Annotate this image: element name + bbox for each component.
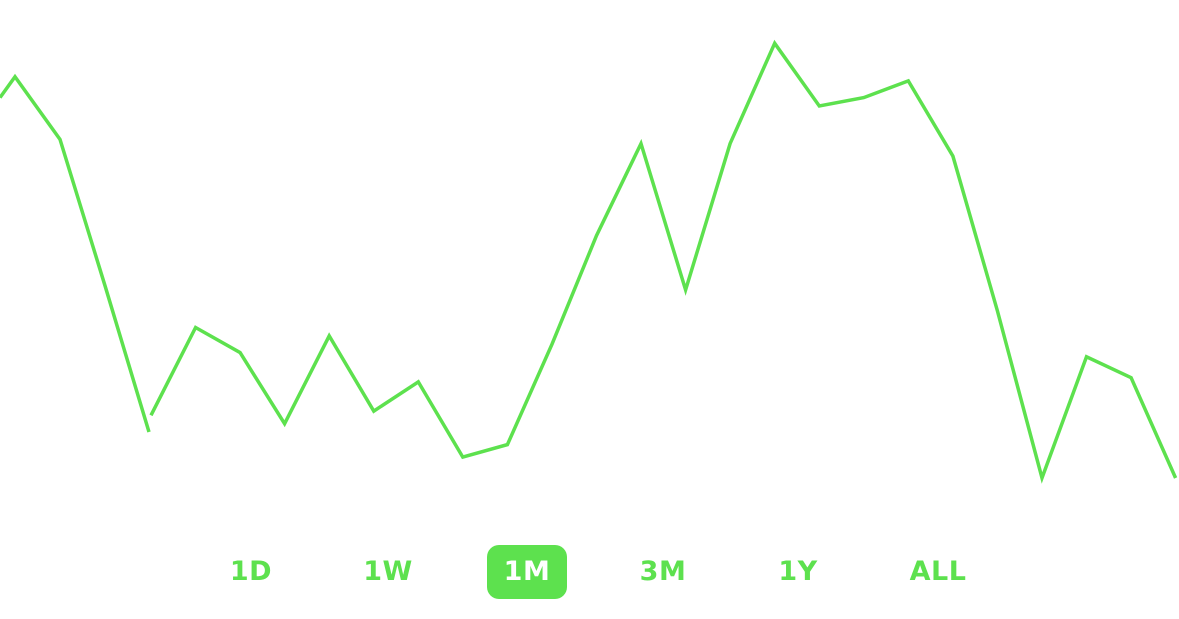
range-button-1y[interactable]: 1Y: [778, 556, 818, 587]
range-button-all[interactable]: ALL: [909, 556, 967, 587]
price-chart[interactable]: [0, 0, 1179, 520]
time-range-selector: 1D 1W 1M 3M 1Y ALL: [0, 545, 1179, 601]
range-button-1d[interactable]: 1D: [229, 556, 273, 587]
price-chart-svg[interactable]: [0, 0, 1179, 520]
range-button-1m[interactable]: 1M: [487, 545, 567, 599]
range-button-3m[interactable]: 3M: [639, 556, 687, 587]
price-line-segment-1: [0, 73, 151, 433]
price-line-segment-2: [149, 39, 1178, 484]
range-button-1w[interactable]: 1W: [363, 556, 413, 587]
